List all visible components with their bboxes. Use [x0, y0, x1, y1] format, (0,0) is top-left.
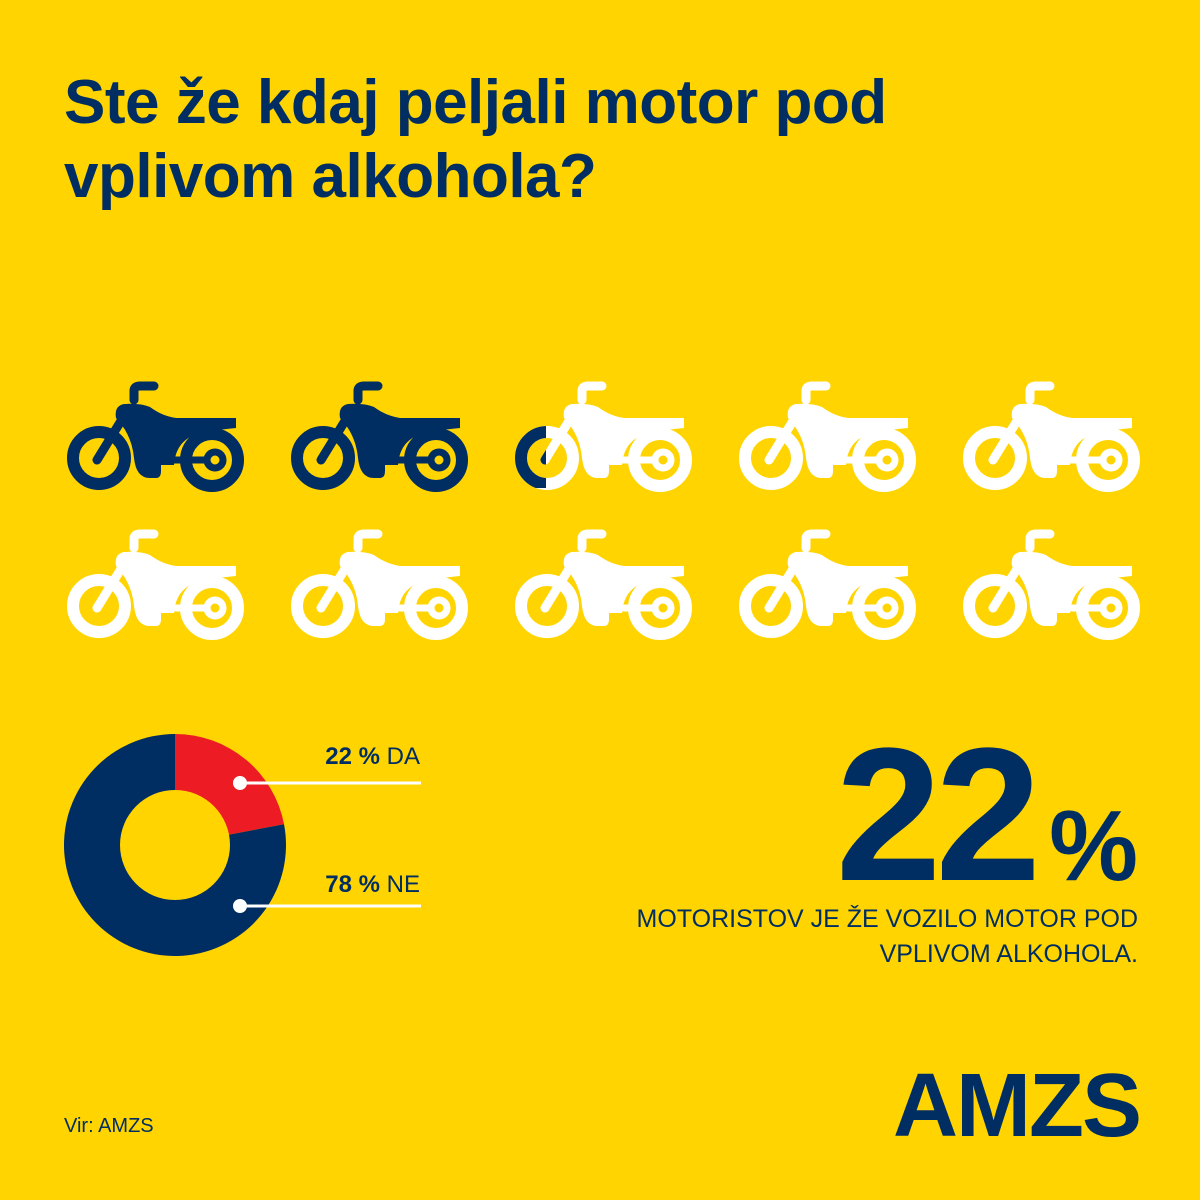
label-da-value: 22 %: [325, 743, 380, 770]
highlight-value: 22: [835, 709, 1041, 921]
label-ne: 78 % NE: [325, 871, 420, 899]
page-title: Ste že kdaj peljali motor pod vplivom al…: [64, 68, 887, 211]
label-ne-text: NE: [386, 871, 420, 898]
highlight-caption: MOTORISTOV JE ŽE VOZILO MOTOR POD VPLIVO…: [636, 905, 1138, 968]
leader-line-ne: [233, 899, 421, 913]
leader-line-da: [233, 776, 421, 790]
highlight-figure: 22%: [836, 720, 1138, 941]
label-da: 22 % DA: [325, 743, 420, 771]
amzs-logo: AMZS: [893, 1056, 1142, 1156]
label-da-text: DA: [386, 743, 420, 770]
highlight-unit: %: [1049, 790, 1138, 902]
label-ne-value: 78 %: [325, 871, 380, 898]
donut-hole: [120, 790, 230, 900]
source-note: Vir: AMZS: [64, 1115, 154, 1137]
